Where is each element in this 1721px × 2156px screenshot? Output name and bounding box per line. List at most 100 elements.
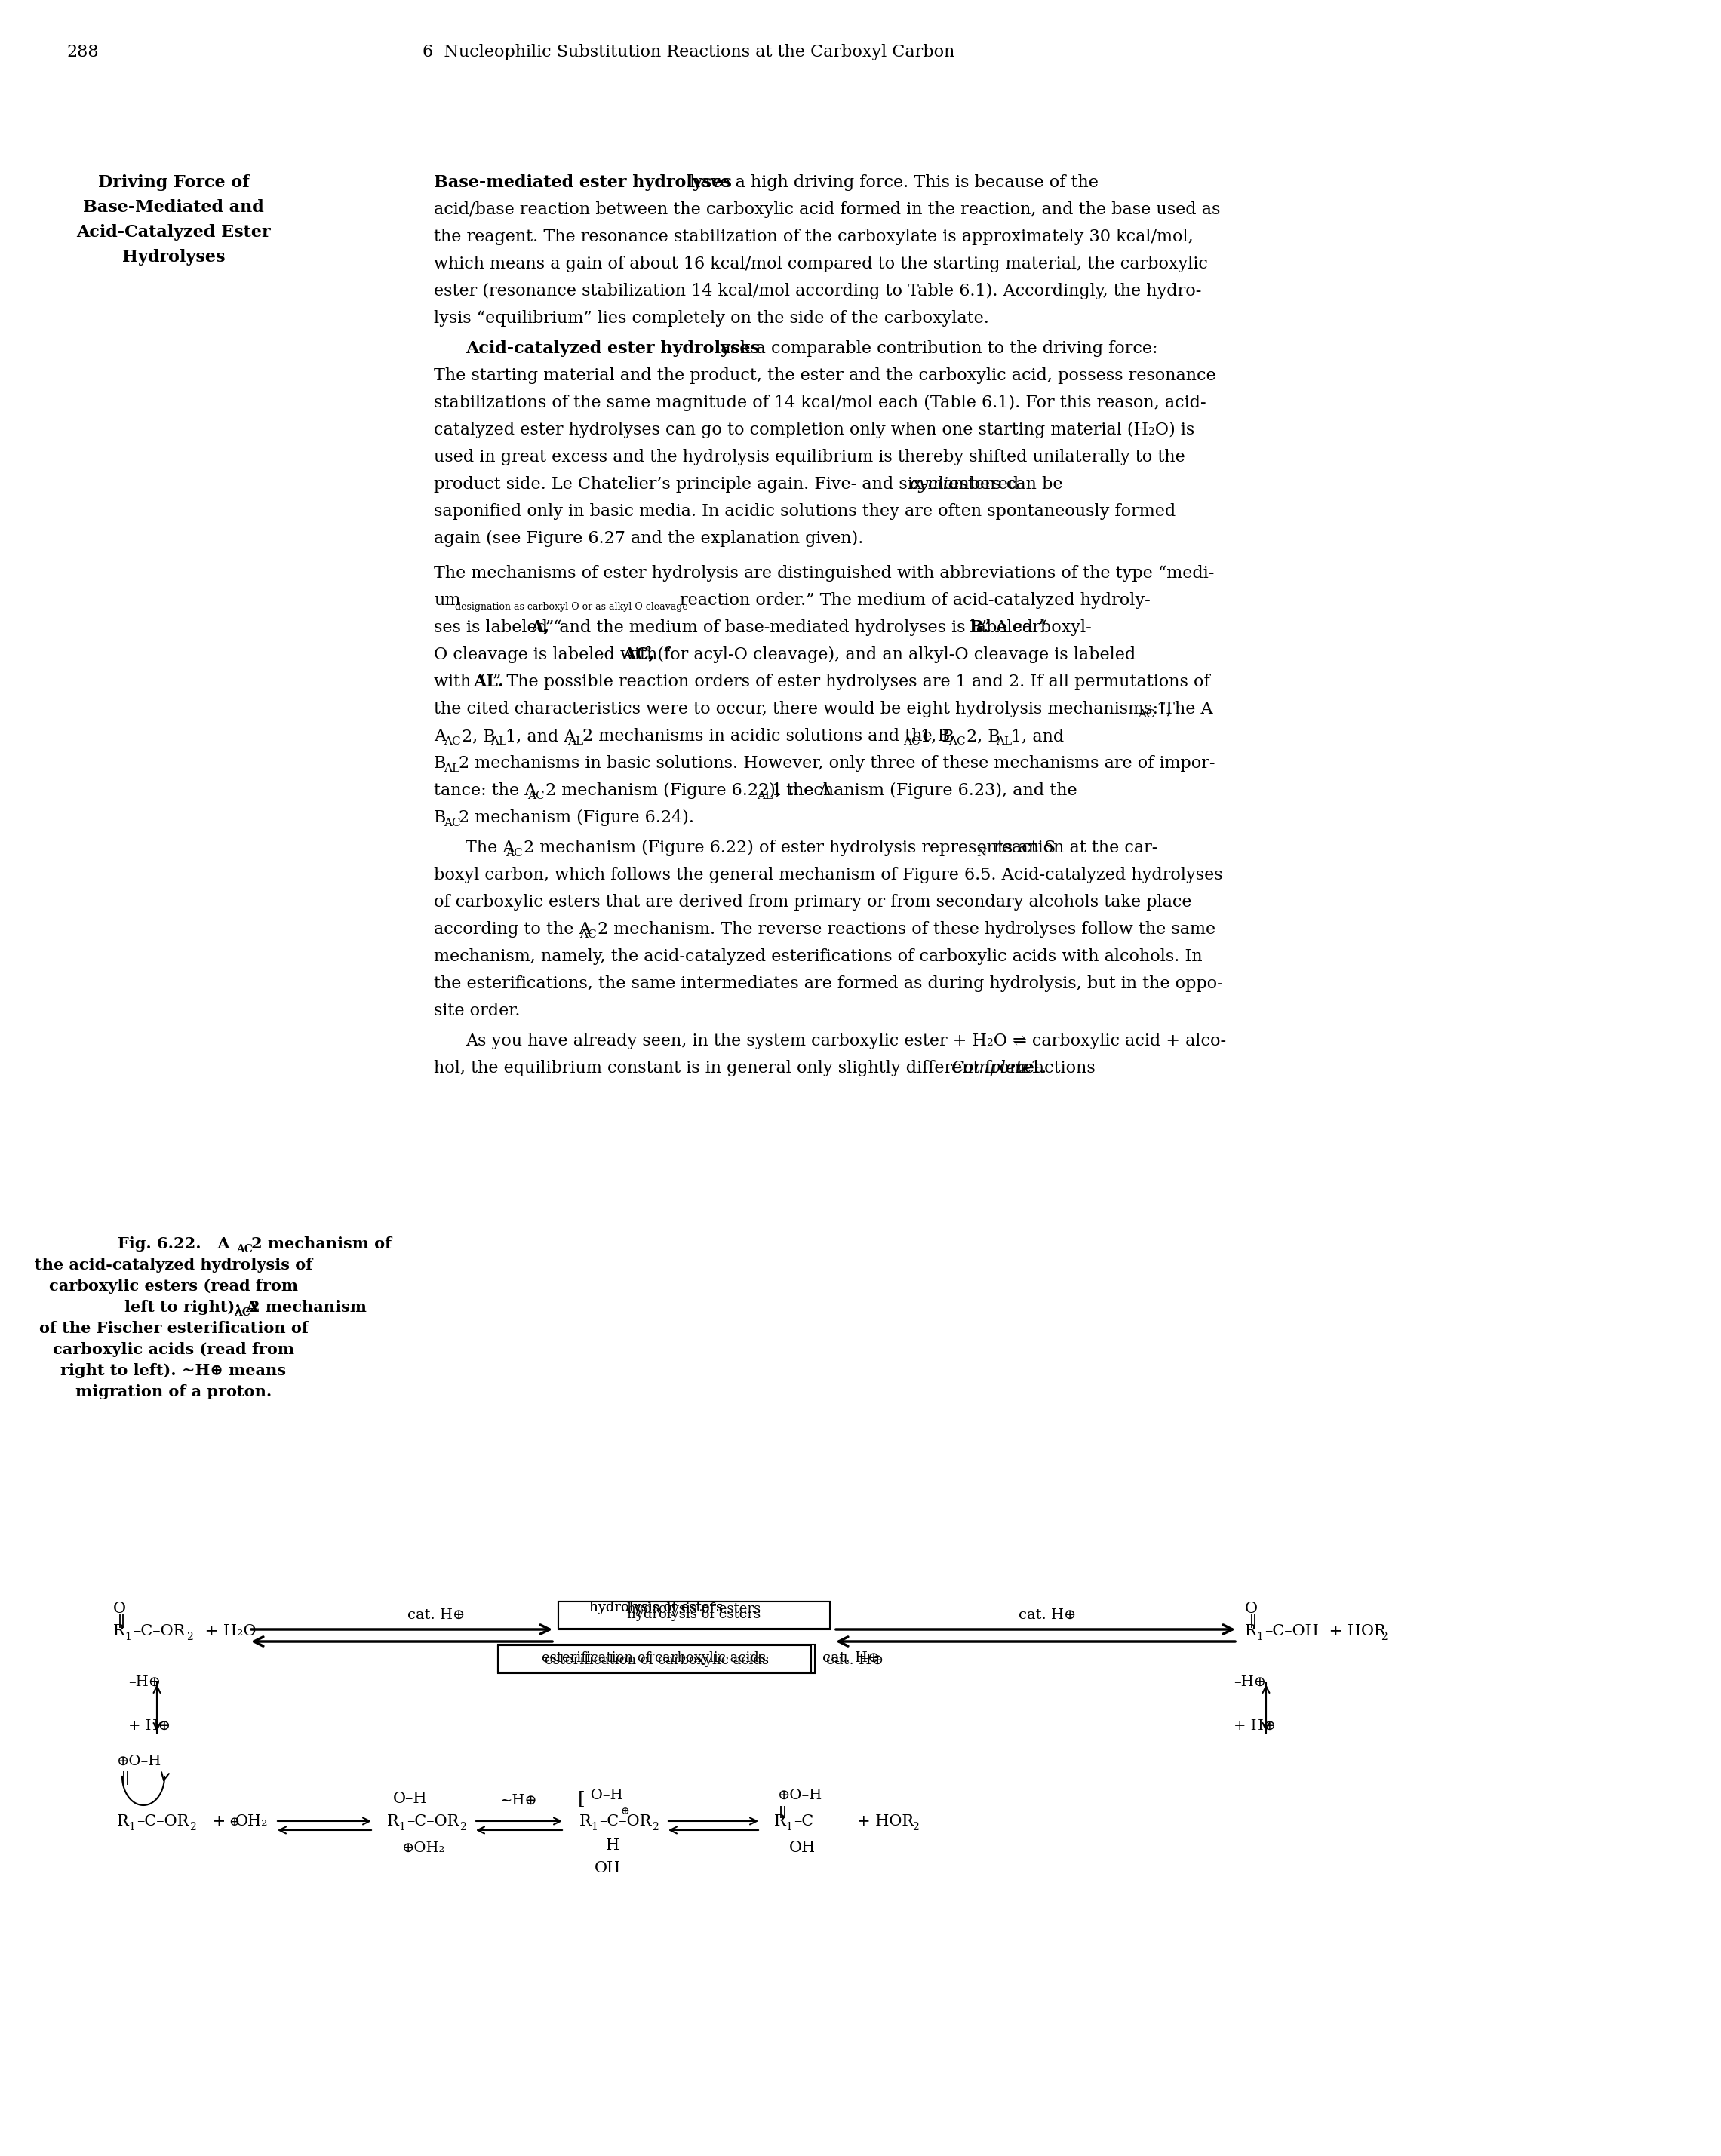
Text: 1: 1 [124,1632,131,1643]
Text: AL: AL [568,735,583,746]
Text: Acid-Catalyzed Ester: Acid-Catalyzed Ester [76,224,270,241]
Text: + H⊕: + H⊕ [1234,1718,1275,1733]
Text: hydrolysis of esters: hydrolysis of esters [628,1608,761,1621]
Text: have a high driving force. This is because of the: have a high driving force. This is becau… [685,175,1098,192]
Text: H: H [606,1839,620,1852]
Text: lack a comparable contribution to the driving force:: lack a comparable contribution to the dr… [711,341,1158,358]
Text: AC: AC [444,817,461,828]
Text: ⊕: ⊕ [621,1807,630,1818]
Text: 288: 288 [67,43,98,60]
Text: AL: AL [490,735,506,746]
Text: OH: OH [594,1861,621,1876]
Text: saponified only in basic media. In acidic solutions they are often spontaneously: saponified only in basic media. In acidi… [434,502,1175,520]
Text: 2, B: 2, B [967,729,1000,744]
Text: 2 mechanism of: 2 mechanism of [251,1235,392,1250]
Text: 2 mechanism (Figure 6.24).: 2 mechanism (Figure 6.24). [460,808,694,826]
Text: 2: 2 [912,1822,919,1833]
Text: A: A [434,729,446,744]
Text: AC: AC [234,1307,250,1317]
Text: esterification of carboxylic acids: esterification of carboxylic acids [542,1651,766,1664]
Text: tance: the A: tance: the A [434,783,537,800]
Text: O: O [1244,1602,1258,1615]
Text: designation as carboxyl-O or as alkyl-O cleavage: designation as carboxyl-O or as alkyl-O … [454,602,688,612]
Text: the cited characteristics were to occur, there would be eight hydrolysis mechani: the cited characteristics were to occur,… [434,701,1213,718]
Text: ~H⊕: ~H⊕ [501,1794,539,1807]
Text: mechanism, namely, the acid-catalyzed esterifications of carboxylic acids with a: mechanism, namely, the acid-catalyzed es… [434,949,1203,966]
Text: +: + [208,1813,231,1828]
Text: + H⊕: + H⊕ [129,1718,170,1733]
Text: The mechanisms of ester hydrolysis are distinguished with abbreviations of the t: The mechanisms of ester hydrolysis are d… [434,565,1215,582]
Text: the reagent. The resonance stabilization of the carboxylate is approximately 30 : the reagent. The resonance stabilization… [434,229,1193,246]
Text: –C–OR: –C–OR [599,1813,652,1828]
Text: 2 mechanism. The reverse reactions of these hydrolyses follow the same: 2 mechanism. The reverse reactions of th… [597,921,1215,938]
Text: acid/base reaction between the carboxylic acid formed in the reaction, and the b: acid/base reaction between the carboxyli… [434,201,1220,218]
Text: AC: AC [506,847,523,858]
Text: Base-mediated ester hydrolyses: Base-mediated ester hydrolyses [434,175,731,192]
Text: R: R [1244,1623,1256,1639]
Text: 1, B: 1, B [921,729,953,744]
Text: Complete: Complete [950,1061,1033,1076]
Text: hydrolysis of esters: hydrolysis of esters [628,1602,761,1615]
Text: hydrolysis of esters: hydrolysis of esters [590,1600,723,1615]
Text: site order.: site order. [434,1003,520,1020]
Text: ” A carboxyl-: ” A carboxyl- [981,619,1091,636]
Text: 2: 2 [186,1632,193,1643]
Text: 2: 2 [1380,1632,1387,1643]
Text: right to left). ~H⊕ means: right to left). ~H⊕ means [60,1363,286,1378]
Text: R: R [117,1813,129,1828]
Text: A,: A, [530,619,549,636]
Text: + H₂O: + H₂O [200,1623,256,1639]
Text: product side. Le Chatelier’s principle again. Five- and six-membered: product side. Le Chatelier’s principle a… [434,476,1024,492]
Text: Driving Force of: Driving Force of [98,175,250,192]
Text: [: [ [578,1792,585,1809]
Text: AL: AL [996,735,1012,746]
Text: As you have already seen, in the system carboxylic ester + H₂O ⇌ carboxylic acid: As you have already seen, in the system … [465,1033,1225,1050]
Text: R: R [114,1623,126,1639]
Text: cat. H⊕: cat. H⊕ [408,1608,465,1621]
Text: ⊕O–H: ⊕O–H [778,1789,823,1802]
Text: 2, B: 2, B [461,729,496,744]
Text: R: R [774,1813,786,1828]
Text: catalyzed ester hydrolyses can go to completion only when one starting material : catalyzed ester hydrolyses can go to com… [434,423,1194,438]
Text: 2: 2 [460,1822,466,1833]
Text: –C–OR: –C–OR [133,1623,186,1639]
Text: 1: 1 [590,1822,597,1833]
Text: of the Fischer esterification of: of the Fischer esterification of [40,1322,308,1337]
Text: the esterifications, the same intermediates are formed as during hydrolysis, but: the esterifications, the same intermedia… [434,975,1224,992]
Text: 1: 1 [785,1822,792,1833]
Text: hol, the equilibrium constant is in general only slightly different from 1.: hol, the equilibrium constant is in gene… [434,1061,1052,1076]
Text: ses is labeled “: ses is labeled “ [434,619,561,636]
Text: O–H: O–H [392,1792,427,1807]
Text: migration of a proton.: migration of a proton. [76,1384,272,1399]
Text: –C–OR: –C–OR [136,1813,189,1828]
Text: AC: AC [948,735,965,746]
Text: with “: with “ [434,673,485,690]
Bar [558,1602,830,1628]
Text: left to right); A: left to right); A [124,1300,258,1315]
Text: of carboxylic esters that are derived from primary or from secondary alcohols ta: of carboxylic esters that are derived fr… [434,895,1191,910]
Text: 2 mechanism: 2 mechanism [250,1300,367,1315]
Bar [497,1645,814,1673]
Text: Base-Mediated and: Base-Mediated and [83,198,263,216]
Text: ⊕O–H: ⊕O–H [117,1755,162,1768]
Bar [558,1602,830,1630]
Text: 1: 1 [1256,1632,1263,1643]
Text: 1, and A: 1, and A [506,729,577,744]
Text: Hydrolyses: Hydrolyses [122,248,225,265]
Text: AC: AC [236,1244,253,1255]
Text: R: R [580,1813,592,1828]
Text: cat. H⊕: cat. H⊕ [1019,1608,1076,1621]
Text: AL.: AL. [473,673,504,690]
Text: esters can be: esters can be [943,476,1062,492]
Text: the acid-catalyzed hydrolysis of: the acid-catalyzed hydrolysis of [34,1257,313,1272]
Text: AC: AC [580,929,597,940]
Text: –H⊕: –H⊕ [1234,1675,1267,1688]
Text: ester (resonance stabilization 14 kcal/mol according to Table 6.1). Accordingly,: ester (resonance stabilization 14 kcal/m… [434,282,1201,300]
Text: ⊕OH₂: ⊕OH₂ [403,1841,446,1854]
Text: O cleavage is labeled with “: O cleavage is labeled with “ [434,647,671,664]
Text: cat. H⊕: cat. H⊕ [823,1651,879,1664]
Text: R: R [387,1813,399,1828]
Text: carboxylic acids (read from: carboxylic acids (read from [53,1341,294,1356]
Text: 1 mechanism (Figure 6.23), and the: 1 mechanism (Figure 6.23), and the [771,783,1077,800]
Text: stabilizations of the same magnitude of 14 kcal/mol each (Table 6.1). For this r: stabilizations of the same magnitude of … [434,395,1206,412]
